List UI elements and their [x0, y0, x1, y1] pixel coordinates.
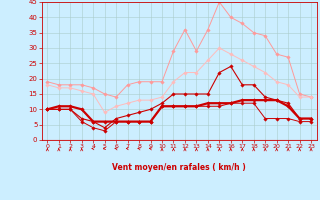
X-axis label: Vent moyen/en rafales ( km/h ): Vent moyen/en rafales ( km/h )	[112, 163, 246, 172]
